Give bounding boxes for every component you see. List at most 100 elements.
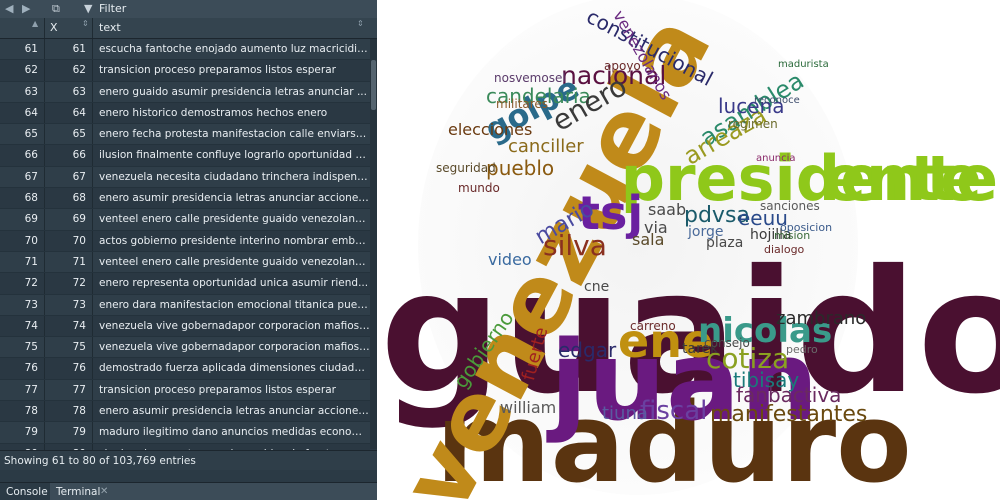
word-cloud-word: anuncia bbox=[756, 153, 796, 164]
sort-icon[interactable]: ⇕ bbox=[357, 19, 364, 28]
table-row[interactable]: 75 75 venezuela vive gobernadapor corporac… bbox=[0, 337, 377, 359]
word-cloud-word: fiscal bbox=[640, 396, 708, 426]
close-icon[interactable]: ✕ bbox=[100, 486, 109, 497]
table-row[interactable]: 79 79 maduro ilegitimo dano anuncios medid… bbox=[0, 422, 377, 444]
column-header-text[interactable]: text ⇕ bbox=[99, 19, 364, 35]
word-cloud-background bbox=[418, 0, 858, 495]
row-index: 79 bbox=[0, 422, 45, 443]
row-index: 74 bbox=[0, 315, 45, 337]
word-cloud-word: cne bbox=[584, 279, 610, 295]
cell-text: actos gobierno presidente interino nombr… bbox=[99, 234, 370, 247]
cell-text: enero asumir presidencia letras anunciar… bbox=[99, 405, 370, 418]
word-cloud-word: fanbactiva bbox=[736, 383, 842, 407]
word-cloud-word: ene bbox=[618, 314, 714, 368]
word-cloud-word: nicolas bbox=[698, 311, 833, 351]
cell-text: enero guaido asumir presidencia letras a… bbox=[99, 85, 367, 98]
table-row[interactable]: 76 76 demostrado fuerza aplicada dimension… bbox=[0, 358, 377, 380]
cell-text: venteel enero calle presidente guaido ve… bbox=[99, 255, 370, 268]
table-row[interactable]: 71 71 venteel enero calle presidente guaid… bbox=[0, 251, 377, 274]
word-cloud-word: reconoce bbox=[754, 95, 800, 106]
word-cloud-word: consejo bbox=[704, 336, 750, 350]
cell-text: venezuela vive gobernadapor corporacion … bbox=[99, 319, 370, 332]
sort-asc-icon[interactable]: ▲ bbox=[32, 19, 39, 28]
cell-x: 78 bbox=[45, 401, 93, 422]
table-row[interactable]: 65 65 enero fecha protesta manifestacion c… bbox=[0, 124, 377, 146]
word-cloud-word: dialogo bbox=[764, 243, 805, 256]
table-row[interactable]: 67 67 venezuela necesita ciudadano trinche… bbox=[0, 166, 377, 189]
cell-text: enero representa oportunidad unica asumi… bbox=[99, 277, 369, 290]
word-cloud-word: candelaria bbox=[486, 84, 591, 108]
table-row[interactable]: 70 70 actos gobierno presidente interino n… bbox=[0, 230, 377, 252]
cell-text: enero fecha protesta manifestacion calle… bbox=[99, 128, 370, 141]
tab-terminal[interactable]: Terminal bbox=[50, 483, 116, 500]
table-row[interactable]: 68 68 enero asumir presidencia letras anun… bbox=[0, 188, 377, 210]
word-cloud-word: seguridad bbox=[436, 161, 496, 175]
word-cloud-word: apoyo bbox=[604, 59, 641, 73]
scrollbar-thumb[interactable] bbox=[371, 60, 376, 110]
word-cloud-word: cotiza bbox=[706, 342, 790, 375]
cell-text: enero historico demostramos hechos enero bbox=[99, 106, 328, 119]
word-cloud-word: pdvsa bbox=[684, 203, 750, 228]
cell-x: 63 bbox=[45, 81, 93, 102]
filter-button[interactable]: Filter bbox=[99, 2, 127, 15]
word-cloud-word: maduro bbox=[436, 379, 912, 500]
word-cloud-word: elecciones bbox=[448, 120, 533, 139]
row-index: 78 bbox=[0, 401, 45, 422]
word-cloud-word: oposicion bbox=[780, 221, 833, 234]
cell-x: 71 bbox=[45, 251, 93, 273]
row-index: 71 bbox=[0, 251, 45, 273]
table-row[interactable]: 72 72 enero representa oportunidad unica a… bbox=[0, 273, 377, 295]
table-row[interactable]: 77 77 transicion proceso preparamos listos… bbox=[0, 379, 377, 402]
column-header-x[interactable]: X ⇕ bbox=[45, 18, 93, 38]
cell-text: demostrado fuerza aplicada dimensiones c… bbox=[99, 362, 370, 375]
scrollbar[interactable] bbox=[370, 39, 377, 449]
arrow-right-icon[interactable]: ▶ bbox=[22, 2, 31, 15]
cell-x: 75 bbox=[45, 337, 93, 358]
table-row[interactable]: 66 66 ilusion finalmente confluye lograrlo… bbox=[0, 145, 377, 167]
word-cloud-word: eeuu bbox=[738, 206, 788, 230]
bottom-tabs: Console Terminal ✕ bbox=[0, 482, 377, 500]
word-cloud-word: pueblo bbox=[486, 156, 555, 180]
cell-x: 67 bbox=[45, 166, 93, 188]
status-text: Showing 61 to 80 of 103,769 entries bbox=[0, 450, 377, 470]
row-index: 72 bbox=[0, 273, 45, 294]
cell-x: 61 bbox=[45, 39, 93, 60]
word-cloud-word: ente bbox=[824, 142, 982, 215]
word-cloud-word: mundo bbox=[458, 181, 500, 195]
viewer-toolbar: ◀ ▶ ⧉ ▼ Filter bbox=[0, 0, 377, 19]
arrow-left-icon[interactable]: ◀ bbox=[5, 2, 14, 15]
funnel-icon[interactable]: ▼ bbox=[84, 2, 93, 15]
row-index: 65 bbox=[0, 124, 45, 145]
table-row[interactable]: 74 74 venezuela vive gobernadapor corporac… bbox=[0, 315, 377, 338]
word-cloud-word: zambrano bbox=[776, 308, 867, 329]
row-index: 77 bbox=[0, 379, 45, 401]
cell-text: escucha fantoche enojado aumento luz mac… bbox=[99, 43, 370, 55]
word-cloud-word: hojilla bbox=[750, 227, 792, 243]
popout-icon[interactable]: ⧉ bbox=[52, 2, 60, 15]
column-header-index[interactable]: ▲ bbox=[0, 18, 45, 38]
cell-x: 72 bbox=[45, 273, 93, 294]
table-row[interactable]: 62 62 transicion proceso preparamos listos… bbox=[0, 60, 377, 82]
cell-x: 77 bbox=[45, 379, 93, 401]
table-row[interactable]: 78 78 enero asumir presidencia letras anun… bbox=[0, 401, 377, 423]
word-cloud-word: mision bbox=[774, 229, 811, 242]
row-index: 70 bbox=[0, 230, 45, 251]
cell-text: enero dara manifestacion emocional titan… bbox=[99, 298, 370, 311]
word-cloud-word: pedro bbox=[786, 343, 818, 356]
cell-text: venezuela necesita ciudadano trinchera i… bbox=[99, 170, 370, 183]
table-row[interactable]: 64 64 enero historico demostramos hechos e… bbox=[0, 102, 377, 125]
table-row[interactable]: 73 73 enero dara manifestacion emocional t… bbox=[0, 294, 377, 316]
cell-x: 76 bbox=[45, 358, 93, 379]
word-cloud-word: jorge bbox=[688, 224, 724, 240]
word-cloud-word: manifestantes bbox=[710, 402, 868, 427]
table-row[interactable]: 61 61 escucha fantoche enojado aumento luz… bbox=[0, 39, 377, 61]
tab-console[interactable]: Console bbox=[0, 483, 50, 500]
cell-x: 68 bbox=[45, 188, 93, 209]
sort-icon[interactable]: ⇕ bbox=[82, 19, 89, 28]
word-cloud-word: canciller bbox=[508, 136, 584, 157]
pane-divider bbox=[0, 470, 377, 482]
tab-terminal-label: Terminal bbox=[56, 486, 101, 498]
table-row[interactable]: 63 63 enero guaido asumir presidencia letr… bbox=[0, 81, 377, 103]
table-row[interactable]: 69 69 venteel enero calle presidente guaid… bbox=[0, 209, 377, 231]
word-cloud-word: tiuna bbox=[602, 403, 648, 424]
